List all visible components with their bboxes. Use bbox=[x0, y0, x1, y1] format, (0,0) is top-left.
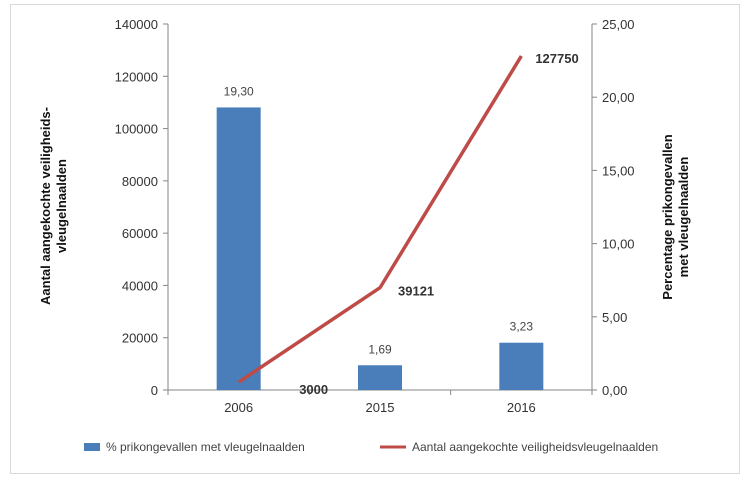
left-tick-label: 60000 bbox=[122, 226, 158, 241]
left-tick-label: 120000 bbox=[115, 69, 158, 84]
x-tick-label: 2006 bbox=[224, 400, 253, 415]
left-tick-label: 0 bbox=[151, 383, 158, 398]
left-axis-title-line-1: Aantal aangekochte veiligheids- bbox=[38, 107, 53, 305]
bar bbox=[499, 342, 544, 390]
bar bbox=[358, 365, 402, 390]
right-tick-label: 20,00 bbox=[602, 90, 635, 105]
left-tick-label: 40000 bbox=[122, 278, 158, 293]
line-series bbox=[237, 55, 523, 384]
right-tick-label: 25,00 bbox=[602, 17, 635, 32]
left-axis-title-line-2: vleugelnaalden bbox=[54, 159, 69, 253]
right-tick-label: 0,00 bbox=[602, 383, 627, 398]
chart-frame bbox=[10, 4, 740, 474]
left-axis-title: Aantal aangekochte veiligheids- vleugeln… bbox=[38, 107, 69, 305]
left-tick-label: 140000 bbox=[115, 17, 158, 32]
plot-area: 0 20000 40000 60000 80000 100000 120000 140000 0… bbox=[115, 17, 635, 415]
line-data-label: 39121 bbox=[398, 284, 434, 299]
bar bbox=[216, 107, 261, 390]
legend-bar-label: % prikongevallen met vleugelnaalden bbox=[106, 440, 305, 454]
right-tick-label: 10,00 bbox=[602, 237, 635, 252]
legend-bar-swatch bbox=[84, 443, 100, 451]
bar-data-label: 3,23 bbox=[510, 320, 534, 334]
bar-data-label: 1,69 bbox=[368, 342, 392, 356]
left-tick-label: 80000 bbox=[122, 174, 158, 189]
legend: % prikongevallen met vleugelnaalden Aant… bbox=[84, 440, 658, 454]
right-axis-title: Percentage prikongevallen met vleugelnaa… bbox=[660, 134, 691, 300]
line-data-label: 127750 bbox=[535, 51, 578, 66]
legend-line-label: Aantal aangekochte veiligheidsvleugelnaa… bbox=[412, 440, 658, 454]
right-axis-title-line-2: met vleugelnaalden bbox=[676, 157, 691, 278]
line-data-label: 3000 bbox=[299, 382, 328, 397]
x-tick-label: 2016 bbox=[507, 400, 536, 415]
right-tick-label: 15,00 bbox=[602, 163, 635, 178]
x-tick-label: 2015 bbox=[366, 400, 395, 415]
left-tick-label: 100000 bbox=[115, 122, 158, 137]
left-tick-label: 20000 bbox=[122, 331, 158, 346]
right-axis-title-line-1: Percentage prikongevallen bbox=[660, 134, 675, 300]
right-tick-label: 5,00 bbox=[602, 310, 627, 325]
bar-data-label: 19,30 bbox=[224, 84, 254, 98]
